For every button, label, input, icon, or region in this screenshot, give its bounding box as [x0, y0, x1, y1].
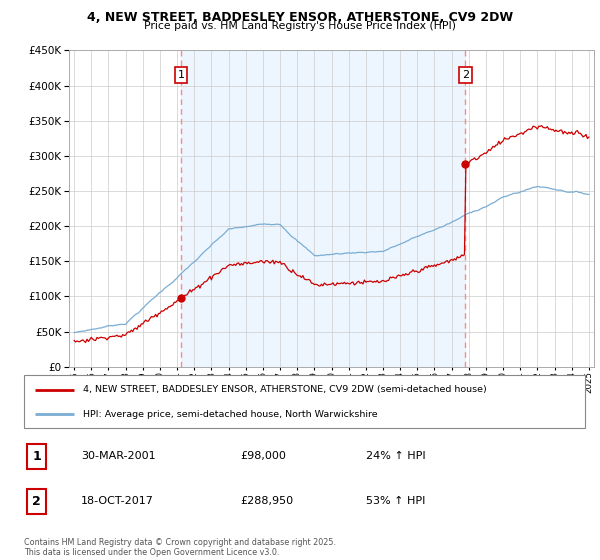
- Text: 4, NEW STREET, BADDESLEY ENSOR, ATHERSTONE, CV9 2DW: 4, NEW STREET, BADDESLEY ENSOR, ATHERSTO…: [87, 11, 513, 24]
- FancyBboxPatch shape: [27, 444, 46, 469]
- Text: 24% ↑ HPI: 24% ↑ HPI: [366, 451, 425, 461]
- Text: 1: 1: [178, 70, 185, 80]
- Bar: [181, 50, 466, 367]
- FancyBboxPatch shape: [27, 488, 46, 514]
- Text: HPI: Average price, semi-detached house, North Warwickshire: HPI: Average price, semi-detached house,…: [83, 409, 377, 418]
- Text: 1: 1: [32, 450, 41, 463]
- Text: £288,950: £288,950: [240, 496, 293, 506]
- Text: Contains HM Land Registry data © Crown copyright and database right 2025.
This d: Contains HM Land Registry data © Crown c…: [24, 538, 336, 557]
- Text: 53% ↑ HPI: 53% ↑ HPI: [366, 496, 425, 506]
- Text: 18-OCT-2017: 18-OCT-2017: [81, 496, 154, 506]
- Text: £98,000: £98,000: [240, 451, 286, 461]
- Text: 2: 2: [32, 494, 41, 508]
- Text: 4, NEW STREET, BADDESLEY ENSOR, ATHERSTONE, CV9 2DW (semi-detached house): 4, NEW STREET, BADDESLEY ENSOR, ATHERSTO…: [83, 385, 487, 394]
- Text: Price paid vs. HM Land Registry's House Price Index (HPI): Price paid vs. HM Land Registry's House …: [144, 21, 456, 31]
- Text: 2: 2: [462, 70, 469, 80]
- Text: 30-MAR-2001: 30-MAR-2001: [81, 451, 155, 461]
- FancyBboxPatch shape: [24, 375, 585, 428]
